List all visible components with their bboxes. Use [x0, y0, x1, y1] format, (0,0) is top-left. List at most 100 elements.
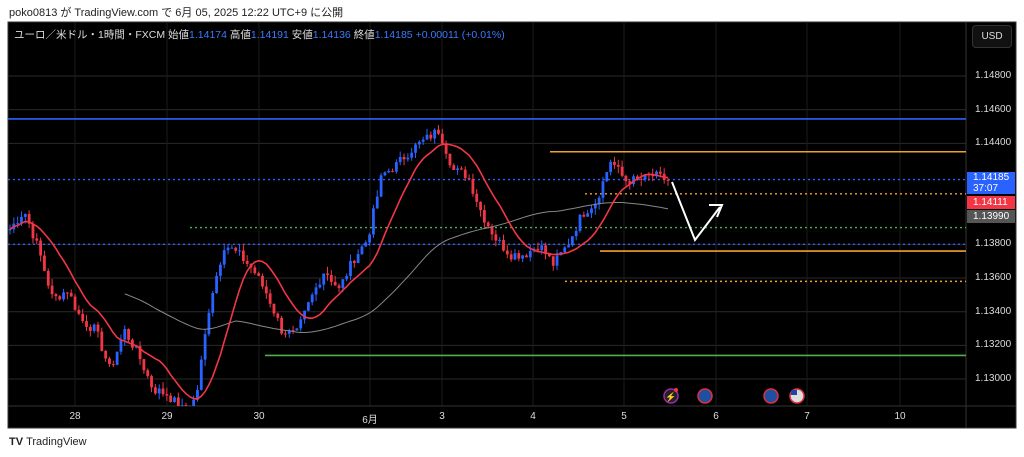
candle — [127, 329, 130, 340]
candle — [284, 333, 287, 335]
candle — [429, 134, 433, 139]
candle — [230, 247, 234, 249]
candle — [150, 376, 153, 388]
x-tick-label: 6月 — [362, 415, 378, 426]
candle — [463, 169, 467, 179]
low-label: 安値 — [291, 29, 313, 41]
slow-ma-tag: 1.13990 — [967, 210, 1015, 223]
candle — [593, 203, 597, 209]
candle — [142, 359, 146, 371]
candle — [119, 339, 123, 352]
projection-arrowhead — [709, 204, 724, 218]
candle — [100, 331, 104, 351]
y-tick-label: 1.13400 — [975, 305, 1012, 317]
candle — [238, 250, 241, 252]
x-tick-label: 4 — [530, 411, 536, 422]
candle — [578, 214, 582, 232]
x-tick-label: 10 — [894, 411, 906, 422]
y-tick-label: 1.13200 — [975, 339, 1012, 351]
candle — [257, 273, 261, 276]
x-tick-label: 7 — [804, 411, 810, 422]
candle — [398, 156, 402, 163]
candle — [241, 250, 245, 261]
candle — [157, 388, 161, 394]
low-value: 1.14136 — [312, 29, 351, 41]
candle — [490, 226, 494, 235]
candle — [303, 310, 306, 320]
candle — [379, 175, 383, 197]
candle — [586, 213, 590, 217]
publish-caption: poko0813 が TradingView.com で 6月 05, 2025… — [9, 7, 344, 19]
candle — [574, 231, 578, 237]
candle — [597, 197, 601, 204]
candle — [173, 397, 176, 402]
candle — [528, 250, 532, 258]
candle — [295, 328, 299, 331]
candle — [54, 294, 58, 297]
candle — [134, 346, 138, 348]
y-tick-label: 1.14800 — [975, 70, 1012, 81]
x-tick-label: 6 — [713, 411, 719, 422]
candle — [192, 399, 196, 406]
y-tick-label: 1.14400 — [975, 137, 1012, 149]
candle — [421, 139, 425, 142]
candle — [138, 346, 142, 360]
candle — [391, 170, 394, 172]
candle — [23, 213, 27, 217]
candle — [563, 247, 567, 253]
candle — [440, 133, 444, 144]
eu-flag-icon — [763, 388, 779, 404]
symbol-name: ユーロ／米ドル・1時間・FXCM — [14, 29, 166, 41]
candle — [567, 245, 570, 248]
slow-moving-average — [124, 202, 669, 333]
candle — [234, 247, 238, 251]
projection-arrow — [671, 181, 721, 243]
candle — [169, 395, 173, 402]
candle — [448, 153, 452, 166]
candle — [161, 388, 165, 395]
candle — [620, 166, 624, 176]
candle — [176, 397, 180, 406]
candle — [207, 312, 211, 335]
candle — [616, 164, 620, 167]
candle — [329, 275, 333, 282]
candle — [108, 358, 111, 365]
candle — [318, 284, 322, 288]
x-tick-label: 5 — [621, 411, 627, 422]
candle — [211, 293, 215, 313]
candle — [199, 359, 203, 390]
candle — [280, 317, 284, 334]
y-tick-label: 1.13600 — [975, 272, 1012, 284]
candle — [85, 321, 88, 327]
current-price-tag: 1.14185 37:07 — [967, 172, 1015, 194]
candle — [272, 303, 276, 314]
candle — [65, 292, 69, 294]
candle — [291, 330, 295, 332]
candle — [372, 208, 375, 235]
tradingview-logo[interactable]: TV TradingView — [9, 436, 87, 448]
candle — [219, 264, 222, 276]
candle — [456, 168, 459, 171]
candle — [509, 254, 513, 260]
candle — [264, 286, 268, 294]
fast-ma-tag: 1.14111 — [967, 196, 1015, 209]
eu-flag-icon — [697, 388, 713, 404]
candle — [375, 196, 379, 209]
candle — [165, 394, 169, 396]
change-value: +0.00011 (+0.01%) — [415, 29, 505, 41]
candle — [364, 242, 368, 247]
candle — [471, 178, 475, 194]
candle — [268, 293, 272, 304]
candle — [31, 223, 35, 239]
candle — [215, 275, 218, 294]
candle — [643, 174, 647, 180]
candle — [360, 246, 364, 255]
candle — [498, 239, 502, 241]
candle — [624, 175, 628, 182]
currency-button[interactable]: USD — [972, 25, 1012, 48]
candle — [639, 178, 643, 180]
candle — [62, 292, 65, 300]
candle — [655, 171, 658, 177]
candle — [505, 250, 509, 255]
